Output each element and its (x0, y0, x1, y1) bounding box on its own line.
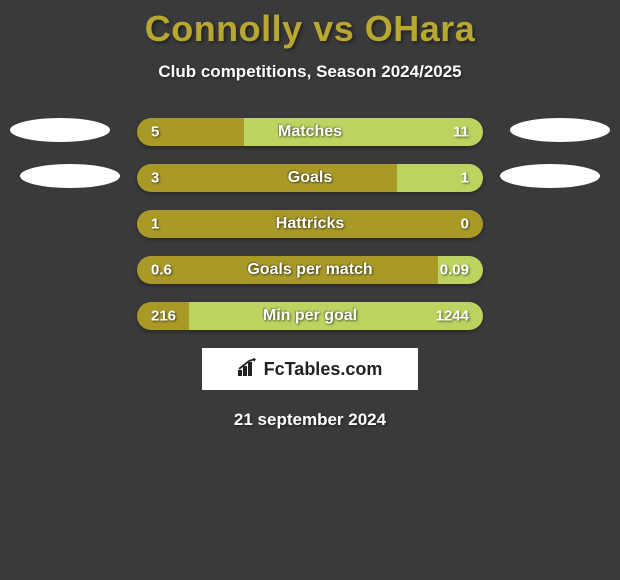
stat-value-right: 1 (461, 170, 469, 187)
subtitle: Club competitions, Season 2024/2025 (0, 62, 620, 82)
chart-icon (238, 358, 260, 381)
stat-label: Goals (288, 169, 332, 187)
brand-label: FcTables.com (238, 358, 383, 381)
date-label: 21 september 2024 (0, 410, 620, 430)
player-left-logo-2 (20, 164, 120, 188)
stat-value-left: 3 (151, 170, 159, 187)
comparison-area: 5 11 Matches 3 1 Goals 1 0 Hattricks 0.6 0.09 Goals… (0, 118, 620, 330)
player-right-logo (510, 118, 610, 142)
stat-row: 0.6 0.09 Goals per match (137, 256, 483, 284)
stat-value-left: 1 (151, 216, 159, 233)
stat-value-left: 5 (151, 124, 159, 141)
stat-label: Goals per match (247, 261, 372, 279)
stat-label: Hattricks (276, 215, 344, 233)
stat-label: Min per goal (263, 307, 357, 325)
player-left-logo (10, 118, 110, 142)
stat-value-left: 0.6 (151, 262, 172, 279)
player-right-logo-2 (500, 164, 600, 188)
stat-row: 5 11 Matches (137, 118, 483, 146)
stat-bars: 5 11 Matches 3 1 Goals 1 0 Hattricks 0.6 0.09 Goals… (137, 118, 483, 330)
stat-bar-right-fill (397, 164, 484, 192)
stat-bar-left-fill (137, 164, 397, 192)
stat-row: 3 1 Goals (137, 164, 483, 192)
stat-row: 216 1244 Min per goal (137, 302, 483, 330)
stat-value-right: 0.09 (440, 262, 469, 279)
stat-value-right: 11 (453, 124, 469, 141)
stat-label: Matches (278, 123, 342, 141)
stat-value-right: 1244 (436, 308, 469, 325)
stat-value-left: 216 (151, 308, 176, 325)
stat-value-right: 0 (461, 216, 469, 233)
brand-text-content: FcTables.com (264, 359, 383, 380)
stat-row: 1 0 Hattricks (137, 210, 483, 238)
page-title: Connolly vs OHara (0, 0, 620, 50)
brand-box: FcTables.com (202, 348, 418, 390)
